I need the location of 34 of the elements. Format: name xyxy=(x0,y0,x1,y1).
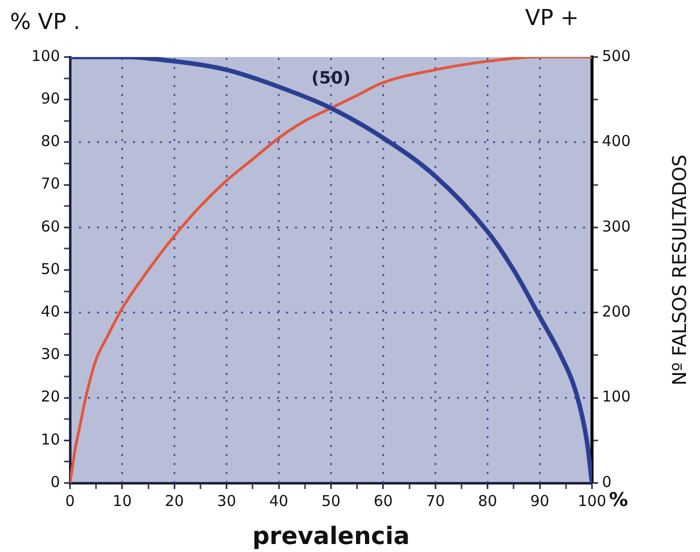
x-tick-label: 60 xyxy=(374,492,393,510)
y-axis-title: % VP . xyxy=(10,10,80,35)
y-tick-label: 80 xyxy=(40,132,60,150)
text: % xyxy=(609,489,628,511)
annotation: (50) xyxy=(311,68,351,89)
y2-tick-label: 200 xyxy=(602,302,631,320)
x-tick-label: 0 xyxy=(65,492,75,510)
x-axis-title: prevalencia xyxy=(252,522,410,550)
y2-tick-label: 400 xyxy=(602,132,631,150)
y-tick-label: 50 xyxy=(40,260,60,278)
x-tick-label: 70 xyxy=(426,492,445,510)
x-tick-label: 50 xyxy=(321,492,341,510)
y-tick-label: 30 xyxy=(40,345,60,364)
x-tick-label: 10 xyxy=(112,492,132,510)
y2-tick-label: 100 xyxy=(602,388,631,406)
y-tick-label: 10 xyxy=(40,430,60,448)
y-tick-label: 60 xyxy=(40,217,60,236)
y2-tick-label: 0 xyxy=(602,472,612,491)
y-tick-label: 20 xyxy=(40,388,60,406)
x-tick-label: 90 xyxy=(530,492,550,510)
x-tick-label: 40 xyxy=(269,492,288,510)
y-tick-label: 90 xyxy=(40,89,60,108)
x-tick-label: 100 xyxy=(578,492,606,510)
x-tick-label: 80 xyxy=(478,492,498,510)
x-tick-label: 20 xyxy=(164,492,184,510)
y-tick-label: 0 xyxy=(50,472,60,491)
y2-axis-title: Nº FALSOS RESULTADOS xyxy=(669,154,692,386)
y2-tick-label: 300 xyxy=(602,217,631,236)
series-label: VP + xyxy=(525,6,579,31)
y-tick-label: 40 xyxy=(40,302,60,320)
y2-tick-label: 500 xyxy=(602,46,631,65)
x-tick-label: 30 xyxy=(217,492,236,510)
y-tick-label: 100 xyxy=(31,46,60,65)
y-tick-label: 70 xyxy=(40,174,60,193)
